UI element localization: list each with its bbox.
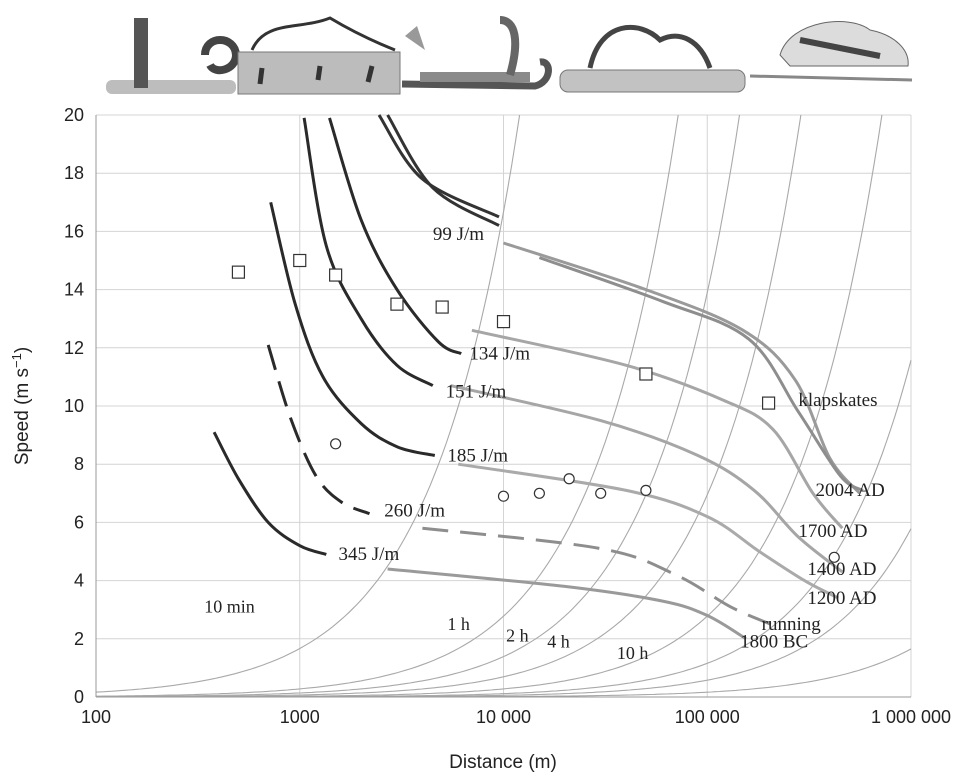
energy-label-260-j-m: 260 J/m bbox=[384, 501, 445, 522]
square-marker bbox=[329, 268, 343, 282]
y-tick-label: 14 bbox=[64, 280, 84, 300]
era-label-klapskates: klapskates bbox=[798, 390, 877, 411]
circle-marker bbox=[563, 473, 575, 485]
skate-images bbox=[106, 16, 913, 95]
time-label-10-h: 10 h bbox=[617, 643, 649, 663]
era-label-1700-ad: 1700 AD bbox=[798, 521, 867, 542]
energy-label-345-j-m: 345 J/m bbox=[339, 544, 400, 565]
era-curve-1800-bc bbox=[387, 567, 747, 641]
energy-label-134-j-m: 134 J/m bbox=[469, 343, 530, 364]
y-axis-title-superscript: −1 bbox=[9, 353, 24, 368]
wooden-skate-image bbox=[237, 16, 401, 95]
y-tick-label: 6 bbox=[74, 512, 84, 532]
circle-marker bbox=[595, 487, 607, 499]
data-markers bbox=[231, 253, 840, 563]
y-tick-label: 4 bbox=[74, 571, 84, 591]
era-curve-klapskates bbox=[538, 256, 864, 492]
y-tick-label: 18 bbox=[64, 163, 84, 183]
time-label-1-h: 1 h bbox=[447, 614, 470, 634]
energy-curve-134-j-m bbox=[328, 117, 462, 355]
tick-labels: 0 2 4 6 8 10 12 14 16 18 20 100 1000 10 000 100 000 1 0… bbox=[64, 105, 951, 727]
klapskate-image bbox=[749, 21, 913, 82]
energy-label-99-j-m: 99 J/m bbox=[433, 224, 484, 245]
y-axis-title-end: ) bbox=[12, 347, 33, 353]
axes bbox=[95, 115, 911, 698]
energy-curve-345-j-m bbox=[212, 431, 327, 556]
era-curves bbox=[387, 241, 864, 641]
y-axis-title: Speed (m s−1) bbox=[9, 347, 33, 465]
square-marker bbox=[390, 297, 404, 311]
energy-label-185-j-m: 185 J/m bbox=[447, 445, 508, 466]
era-curve-1200-ad bbox=[458, 462, 840, 600]
grid bbox=[96, 114, 912, 697]
y-tick-label: 12 bbox=[64, 338, 84, 358]
time-label-4-h: 4 h bbox=[547, 632, 570, 652]
energy-curve-260-j-m bbox=[266, 344, 371, 516]
circle-marker bbox=[640, 484, 652, 496]
bone-skate-image bbox=[106, 18, 241, 94]
y-axis-title-main: Speed (m s bbox=[12, 368, 33, 465]
era-label-1400-ad: 1400 AD bbox=[807, 559, 876, 580]
square-marker bbox=[496, 315, 511, 329]
y-tick-label: 10 bbox=[64, 396, 84, 416]
energy-curve-185-j-m bbox=[269, 201, 436, 457]
era-curve-1700-ad bbox=[471, 328, 844, 530]
energy-label-151-j-m: 151 J/m bbox=[446, 381, 507, 402]
square-marker bbox=[639, 367, 653, 381]
x-tick-label: 100 bbox=[81, 707, 111, 727]
x-tick-label: 1 000 000 bbox=[871, 707, 951, 727]
running-label: running bbox=[762, 614, 822, 635]
y-tick-label: 16 bbox=[64, 221, 84, 241]
x-tick-label: 100 000 bbox=[675, 707, 740, 727]
energy-curve-99-j-m-upper bbox=[377, 114, 500, 219]
era-label-2004-ad: 2004 AD bbox=[816, 480, 885, 501]
square-marker bbox=[761, 396, 776, 410]
energy-curve-151-j-m bbox=[302, 117, 434, 387]
square-marker bbox=[231, 265, 246, 279]
curve-labels: 99 J/m 134 J/m 151 J/m 185 J/m 260 J/m 345 J/… bbox=[204, 224, 884, 663]
square-marker bbox=[293, 253, 307, 268]
square-marker bbox=[435, 300, 449, 314]
x-axis-title: Distance (m) bbox=[449, 752, 557, 773]
time-curve-2-h bbox=[96, 114, 741, 698]
iron-blade-skate-image bbox=[401, 16, 552, 90]
running-curve bbox=[422, 526, 772, 626]
strapped-skate-image bbox=[559, 24, 746, 93]
circle-marker bbox=[533, 487, 545, 499]
era-curve-1400-ad bbox=[450, 384, 844, 574]
time-label-10-min: 10 min bbox=[204, 597, 255, 617]
circle-marker bbox=[330, 438, 342, 450]
era-curve-2004-ad bbox=[503, 241, 861, 495]
era-label-1200-ad: 1200 AD bbox=[807, 588, 876, 609]
time-curve-1-h bbox=[96, 114, 679, 697]
y-tick-label: 8 bbox=[74, 454, 84, 474]
x-tick-label: 1000 bbox=[280, 707, 320, 727]
circle-marker bbox=[497, 490, 510, 502]
time-label-2-h: 2 h bbox=[506, 626, 529, 646]
time-curve-10-min bbox=[95, 114, 521, 693]
y-tick-label: 0 bbox=[74, 687, 84, 707]
y-tick-label: 20 bbox=[64, 105, 84, 125]
x-tick-label: 10 000 bbox=[476, 707, 531, 727]
circle-marker bbox=[828, 551, 840, 563]
y-tick-label: 2 bbox=[74, 629, 84, 649]
energy-curves bbox=[212, 114, 500, 556]
era-label-1800-bc: 1800 BC bbox=[740, 632, 808, 653]
